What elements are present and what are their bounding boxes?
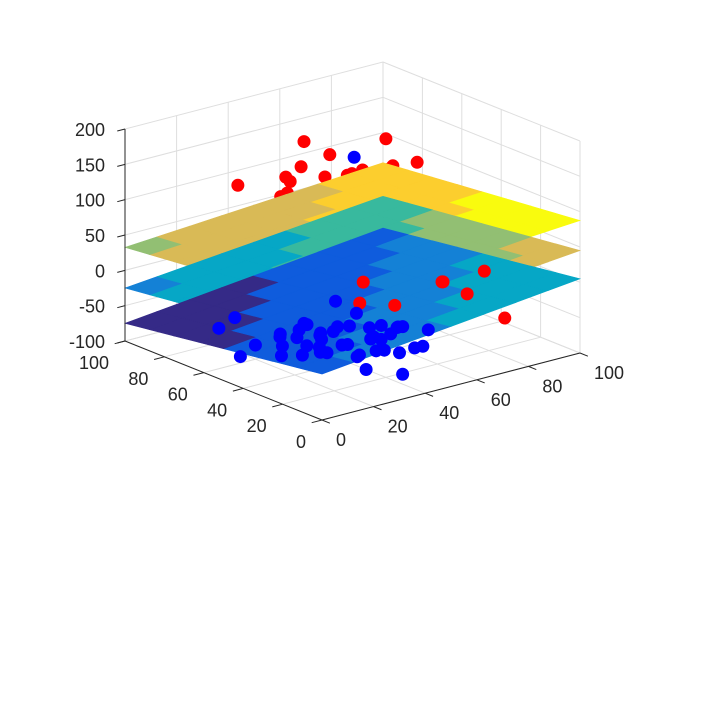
blue-point <box>248 338 262 352</box>
y-tick <box>232 387 244 392</box>
y-axis-line <box>124 340 323 421</box>
blue-point <box>393 346 406 360</box>
red-point <box>379 132 393 146</box>
axes-lines <box>114 128 589 424</box>
rightwall-grid-z <box>382 132 581 213</box>
y-tick <box>272 403 283 408</box>
red-point <box>477 264 491 278</box>
x-tick <box>476 379 485 384</box>
blue-point <box>347 150 361 164</box>
scatter-front <box>212 264 512 381</box>
red-point <box>356 275 370 289</box>
x-tick-label: 20 <box>388 417 408 437</box>
red-point <box>323 148 337 162</box>
x-tick-label: 60 <box>491 390 511 410</box>
x-tick <box>373 406 382 411</box>
z-tick <box>117 199 126 203</box>
x-tick <box>321 419 331 424</box>
y-tick-label: 80 <box>128 369 148 389</box>
y-tick-label: 0 <box>296 432 306 452</box>
y-tick <box>311 419 323 424</box>
red-point <box>294 160 308 174</box>
blue-point <box>274 349 288 363</box>
red-point <box>297 135 311 149</box>
surface-patch <box>349 227 409 247</box>
surface-planes <box>123 162 582 375</box>
red-point <box>436 275 450 289</box>
blue-point <box>228 311 242 325</box>
blue-point <box>364 332 378 346</box>
y-tick <box>153 356 165 360</box>
y-tick-label: 40 <box>207 400 227 420</box>
blue-point <box>359 363 373 376</box>
z-tick-label: 50 <box>85 226 105 246</box>
red-point <box>410 155 424 169</box>
x-tick <box>528 365 537 371</box>
z-tick <box>117 163 126 167</box>
z-tick-label: 200 <box>75 120 105 140</box>
y-tick-label: 100 <box>79 353 109 373</box>
z-tick-label: 150 <box>75 155 105 175</box>
z-tick <box>117 269 126 273</box>
x-tick-label: 80 <box>542 376 562 396</box>
blue-point <box>349 306 363 320</box>
x-tick-label: 100 <box>594 363 624 383</box>
blue-point <box>292 323 306 337</box>
blue-point <box>377 343 391 357</box>
y-tick-label: 60 <box>168 385 188 405</box>
leftwall-grid-z <box>124 96 384 165</box>
blue-point <box>329 294 343 308</box>
rightwall-grid-z <box>382 61 581 142</box>
blue-point <box>396 367 410 381</box>
x-tick <box>425 392 434 397</box>
tick-labels: 020406080100020406080100-100-50050100150… <box>69 120 624 452</box>
leftwall-grid-z <box>124 132 384 201</box>
x-axis-line <box>321 352 581 421</box>
x-tick <box>579 352 589 357</box>
surface-patch <box>349 162 409 181</box>
blue-point <box>352 348 366 362</box>
red-point <box>279 170 293 184</box>
blue-point <box>233 350 247 364</box>
blue-point <box>342 319 356 333</box>
z-tick <box>117 305 126 309</box>
blue-point <box>273 330 287 344</box>
blue-point <box>320 346 334 360</box>
blue-point <box>313 328 327 342</box>
surface-patch <box>349 195 409 215</box>
blue-point <box>330 320 344 334</box>
blue-point <box>408 341 422 355</box>
x-tick-label: 0 <box>336 430 346 450</box>
rightwall-grid-z <box>382 96 581 177</box>
blue-point <box>374 318 388 332</box>
z-tick-label: 0 <box>95 261 105 281</box>
blue-point <box>335 338 349 352</box>
blue-point <box>212 321 226 335</box>
red-point <box>388 298 402 312</box>
z-tick-label: 100 <box>75 191 105 211</box>
y-tick-label: 20 <box>247 416 267 436</box>
blue-point <box>300 339 314 353</box>
red-point <box>498 311 512 325</box>
leftwall-grid-z <box>124 61 384 130</box>
y-tick <box>193 372 204 376</box>
z-tick-label: -100 <box>69 332 105 352</box>
red-point <box>460 287 474 301</box>
z-tick <box>117 128 126 132</box>
x-tick-label: 40 <box>439 403 459 423</box>
floor-grid-y <box>282 336 541 405</box>
blue-point <box>421 323 435 337</box>
z-tick <box>117 234 126 238</box>
blue-point <box>391 320 405 334</box>
z-tick-label: -50 <box>79 297 105 317</box>
red-point <box>231 178 245 192</box>
z-tick <box>117 340 126 344</box>
